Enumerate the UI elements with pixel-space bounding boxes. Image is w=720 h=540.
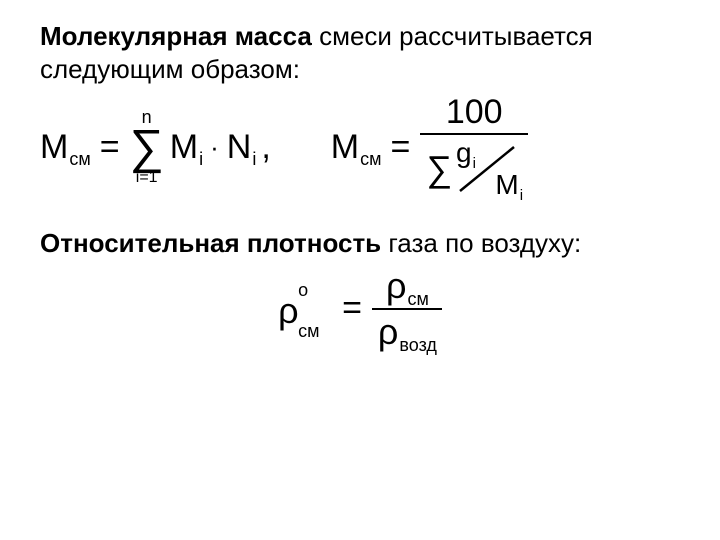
sym-rho: ρ [278, 290, 298, 332]
equation-molar-mass-sum: M см = n ∑ i=1 M i · N i , [40, 108, 271, 185]
sym-M: M [170, 130, 198, 164]
sigma-lower-i1: i=1 [136, 170, 158, 186]
paragraph-molecular-mass: Молекулярная масса смеси рассчитывается … [40, 20, 680, 85]
dot-operator: · [202, 132, 227, 163]
fraction-rho: ρ см ρ возд [372, 268, 442, 350]
var-M-sm-2: M см [331, 130, 381, 164]
sub-vozd: возд [399, 336, 437, 354]
sigma-symbol: ∑ [130, 126, 164, 169]
text-bold-relative-density: Относительная плотность [40, 228, 381, 258]
sym-M: M [40, 130, 68, 164]
sigma-symbol: ∑ [426, 153, 452, 185]
paragraph-relative-density: Относительная плотность газа по воздуху: [40, 227, 680, 260]
equals-1: = [90, 128, 130, 167]
equation-row-1: M см = n ∑ i=1 M i · N i , M с [40, 95, 680, 199]
var-M-i-2: M i [495, 171, 522, 199]
numerator-rho-sm: ρ см [380, 268, 434, 308]
comma: , [255, 128, 270, 167]
var-M-sm-1: M см [40, 130, 90, 164]
sigma-2: ∑ [426, 153, 452, 185]
sub-sm: см [298, 321, 319, 342]
var-N-i: N i [227, 130, 256, 164]
equals-3: = [332, 289, 372, 328]
sub-sm: см [407, 290, 428, 308]
var-M-i: M i [170, 130, 202, 164]
var-rho-o-sm: ρ o см [278, 284, 332, 334]
sub-i: i [520, 188, 523, 203]
text-rest-2: газа по воздуху: [381, 228, 581, 258]
sigma-1: n ∑ i=1 [130, 108, 164, 185]
sym-N: N [227, 130, 252, 164]
denominator-rho-vozd: ρ возд [372, 310, 442, 350]
sym-rho: ρ [378, 314, 398, 350]
sub-i: i [199, 150, 203, 168]
slide-content: Молекулярная масса смеси рассчитывается … [0, 0, 720, 370]
fraction-100-over-sum: 100 ∑ g i M [420, 95, 528, 199]
equation-relative-density: ρ o см = ρ см ρ возд [40, 268, 680, 350]
diag-fraction-gi-Mi: g i M i [452, 139, 522, 199]
sup-o: o [298, 280, 308, 301]
equals-2: = [381, 128, 421, 167]
text-bold-molecular-mass: Молекулярная масса [40, 21, 312, 51]
sym-M: M [331, 130, 359, 164]
sub-sm: см [360, 150, 381, 168]
sym-M: M [495, 171, 518, 199]
rho-equation-row: ρ o см = ρ см ρ возд [278, 268, 442, 350]
equation-molar-mass-fraction: M см = 100 ∑ g i [331, 95, 528, 199]
sym-rho: ρ [386, 268, 406, 304]
sub-sm: см [69, 150, 90, 168]
denominator-sum: ∑ g i M i [420, 135, 528, 199]
numerator-100: 100 [440, 95, 509, 133]
sub-i: i [252, 150, 256, 168]
